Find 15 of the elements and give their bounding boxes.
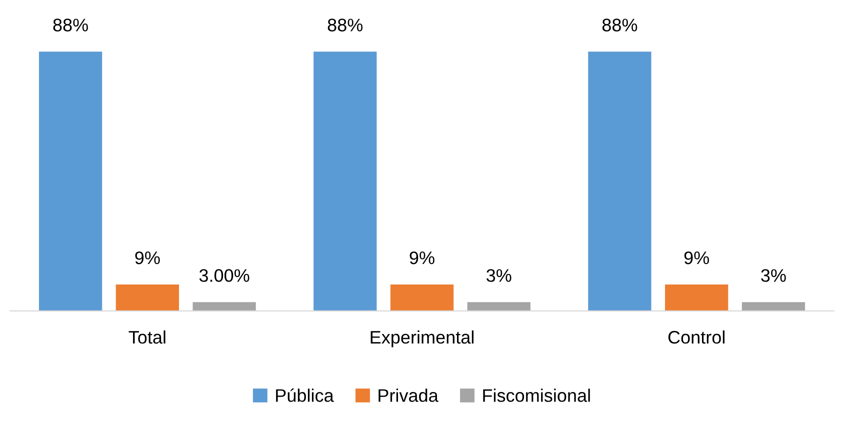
legend-label: Fiscomisional <box>483 388 590 402</box>
data-label: 3.00% <box>199 269 250 282</box>
legend-label: Privada <box>378 388 438 402</box>
x-tick-label: Experimental <box>370 330 474 348</box>
legend-label: Pública <box>276 388 334 402</box>
data-label: 3% <box>486 269 512 282</box>
data-label: 88% <box>53 18 88 32</box>
data-label: 88% <box>328 18 363 32</box>
data-label: 9% <box>410 251 434 264</box>
data-label: 3% <box>761 269 786 282</box>
x-tick-label: Control <box>668 330 724 344</box>
data-label: 9% <box>684 251 709 264</box>
data-label: 9% <box>135 251 160 264</box>
data-label: 88% <box>602 18 638 32</box>
x-tick-label: Total <box>128 330 166 344</box>
